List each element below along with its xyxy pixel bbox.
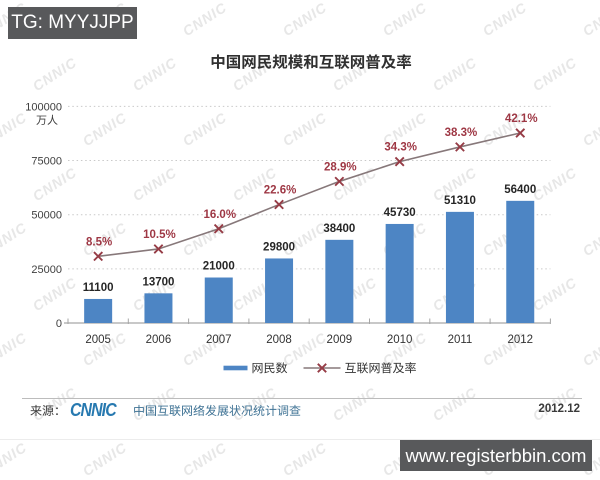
bar-2012 bbox=[506, 200, 535, 323]
y-axis-tick-label: 100000 bbox=[25, 101, 62, 113]
x-axis-label: 2007 bbox=[206, 334, 232, 346]
legend-label-users bbox=[252, 362, 288, 374]
bar-2006 bbox=[144, 293, 173, 323]
y-axis-tick-label: 50000 bbox=[31, 210, 62, 222]
bar-value-label: 29800 bbox=[263, 241, 295, 253]
y-axis-tick-label: 75000 bbox=[31, 156, 62, 168]
chart-title bbox=[211, 54, 412, 70]
bar-2007 bbox=[204, 277, 233, 323]
footer-source-text bbox=[134, 404, 301, 417]
line-marker bbox=[334, 176, 345, 187]
line-marker bbox=[93, 251, 104, 262]
bar-value-label: 21000 bbox=[203, 261, 235, 273]
line-marker bbox=[455, 142, 465, 152]
website-badge: www.registerbbin.com bbox=[400, 440, 592, 471]
bar-value-label: 11100 bbox=[83, 282, 114, 294]
bar-value-label: 38400 bbox=[323, 223, 355, 235]
bar-series: 11100 13700 21000 29800 38400 45730 51310 56400 bbox=[83, 184, 536, 323]
x-axis-label: 2010 bbox=[387, 334, 413, 346]
bar-2009 bbox=[325, 239, 354, 323]
line-series: 8.5% 10.5% 16.0% 22.6% 28.9% 34.3% 38.3% 42.1% bbox=[86, 113, 538, 262]
legend bbox=[223, 362, 416, 374]
percent-label: 38.3% bbox=[445, 127, 478, 139]
x-axis-label: 2009 bbox=[327, 334, 353, 346]
bar-2008 bbox=[265, 258, 294, 323]
percent-label: 22.6% bbox=[264, 185, 297, 197]
bar-2011 bbox=[445, 211, 474, 323]
cnnic-logo: CNNIC bbox=[70, 400, 117, 420]
line-marker bbox=[213, 223, 224, 234]
y-axis-tick-label: 0 bbox=[56, 318, 62, 330]
percent-label: 34.3% bbox=[384, 142, 417, 154]
x-axis-label: 2011 bbox=[448, 334, 473, 346]
percent-label: 42.1% bbox=[505, 113, 538, 125]
y-axis-labels: 0 25000 50000 75000 100000 bbox=[25, 101, 62, 330]
bar-2010 bbox=[385, 223, 414, 323]
y-axis-unit bbox=[36, 114, 58, 125]
legend-line-marker bbox=[317, 363, 327, 373]
percent-label: 16.0% bbox=[203, 209, 236, 221]
bar-value-label: 56400 bbox=[504, 184, 536, 196]
line-marker bbox=[153, 244, 164, 254]
bar-value-label: 45730 bbox=[384, 207, 416, 219]
footer-date: 2012.12 bbox=[538, 403, 580, 415]
percent-label: 8.5% bbox=[86, 236, 112, 248]
penetration-line bbox=[98, 132, 521, 258]
line-marker bbox=[394, 156, 405, 167]
bar-2005 bbox=[84, 298, 113, 323]
gridlines bbox=[64, 105, 551, 324]
bar-value-label: 13700 bbox=[142, 276, 174, 288]
percent-label: 28.9% bbox=[324, 161, 357, 173]
bottom-divider bbox=[0, 439, 600, 440]
line-marker bbox=[274, 199, 284, 210]
line-marker bbox=[515, 128, 526, 138]
x-axis-label: 2008 bbox=[266, 334, 292, 346]
telegram-badge: TG: MYYJJPP bbox=[8, 7, 137, 39]
legend-bar-swatch bbox=[223, 365, 248, 371]
x-axis-label: 2012 bbox=[507, 334, 533, 346]
footer-divider bbox=[22, 398, 582, 399]
footer-source-label bbox=[30, 404, 58, 416]
legend-label-penetration bbox=[345, 362, 416, 374]
y-axis-tick-label: 25000 bbox=[31, 264, 62, 276]
x-axis-label: 2005 bbox=[85, 334, 111, 346]
bar-value-label: 51310 bbox=[444, 195, 476, 207]
x-axis-label: 2006 bbox=[146, 334, 172, 346]
percent-label: 10.5% bbox=[143, 229, 176, 241]
